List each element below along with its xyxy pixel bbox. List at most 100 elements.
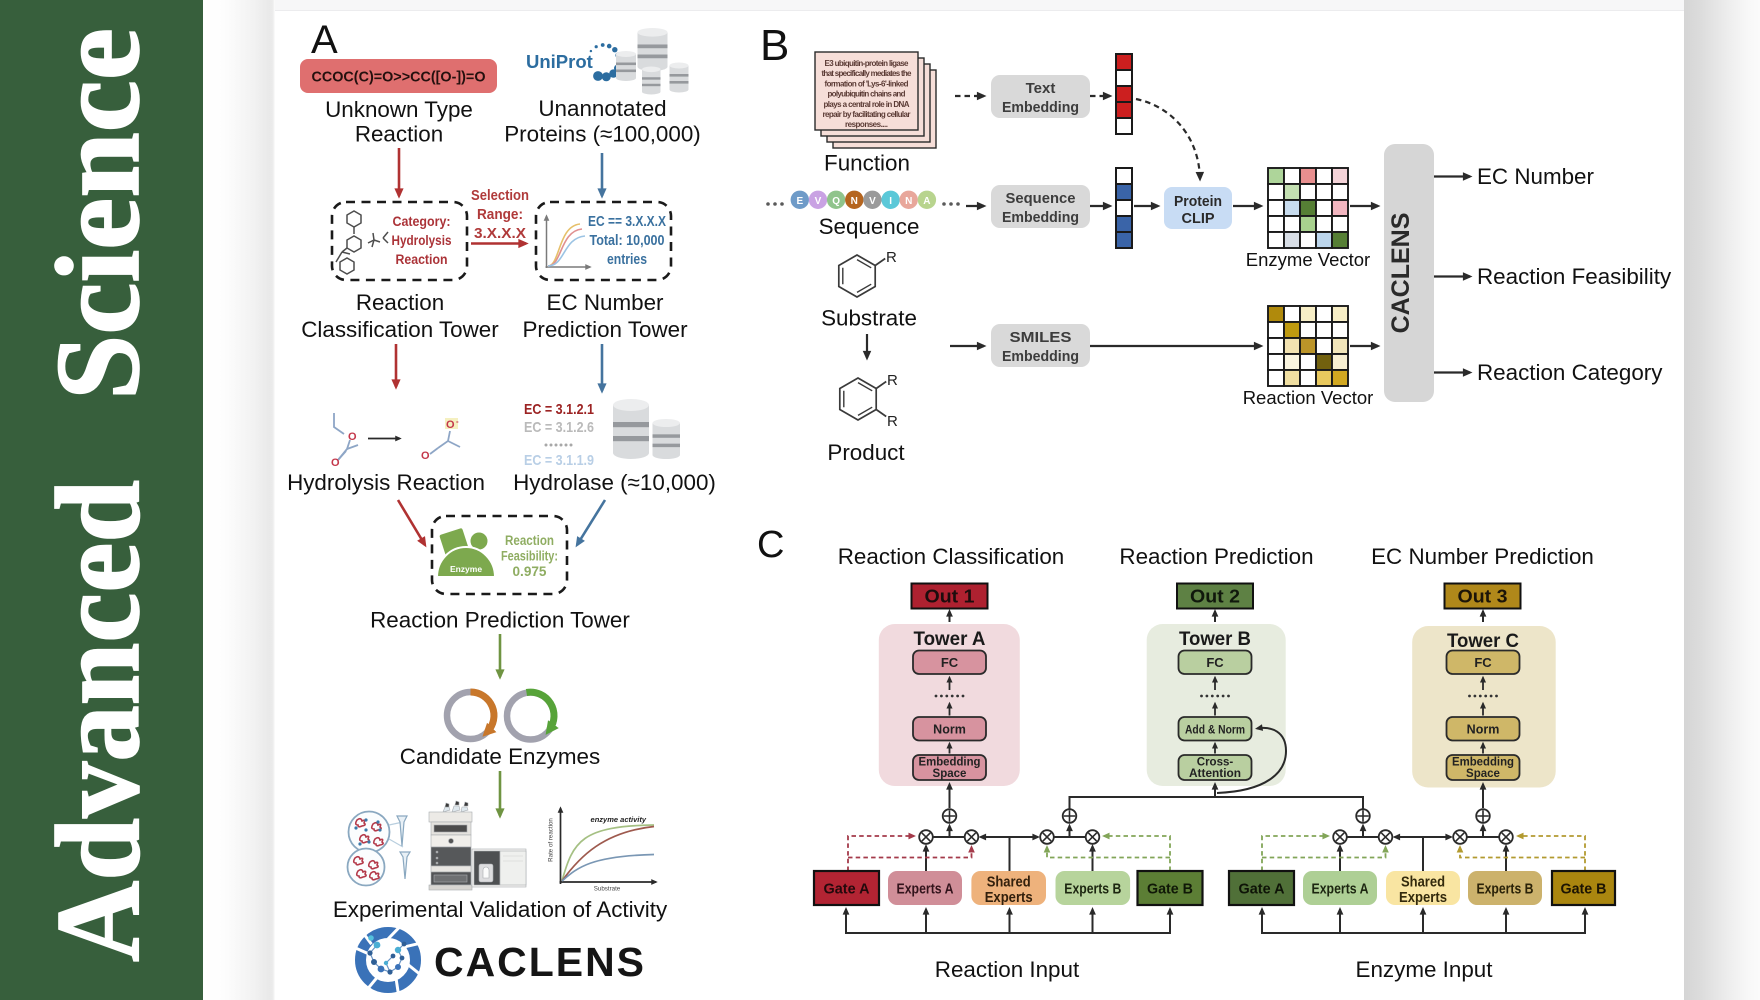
svg-text:Total: 10,000: Total: 10,000 <box>590 233 665 249</box>
svg-text:Feasibility:: Feasibility: <box>501 549 558 564</box>
svg-text:B: B <box>760 21 789 70</box>
svg-text:Hydrolase (≈10,000): Hydrolase (≈10,000) <box>513 470 716 495</box>
svg-text:0.975: 0.975 <box>513 564 547 579</box>
svg-text:Reaction: Reaction <box>505 533 554 548</box>
svg-text:Tower B: Tower B <box>1179 629 1251 650</box>
svg-text:Gate B: Gate B <box>1561 881 1607 898</box>
svg-text:Experts B: Experts B <box>1477 881 1534 898</box>
svg-text:Norm: Norm <box>933 723 966 737</box>
svg-text:CACLENS: CACLENS <box>1387 213 1415 334</box>
svg-text:I: I <box>889 196 892 207</box>
svg-text:O: O <box>421 450 430 462</box>
svg-text:entries: entries <box>607 252 647 268</box>
svg-text:Protein: Protein <box>1174 194 1222 210</box>
svg-text:Reaction: Reaction <box>356 290 444 315</box>
svg-text:Shared: Shared <box>1401 874 1445 891</box>
svg-text:Norm: Norm <box>1467 723 1500 737</box>
svg-text:Tower C: Tower C <box>1447 631 1519 652</box>
svg-text:formation of 'Lys-6'-linked: formation of 'Lys-6'-linked <box>825 79 909 88</box>
svg-text:enzyme activity: enzyme activity <box>591 815 647 824</box>
svg-text:Out 3: Out 3 <box>1458 587 1508 607</box>
svg-text:Gate B: Gate B <box>1147 881 1193 898</box>
svg-text:Embedding: Embedding <box>919 757 981 769</box>
svg-text:Selection: Selection <box>471 187 529 204</box>
svg-text:Attention: Attention <box>1189 768 1241 780</box>
svg-text:Embedding: Embedding <box>1002 209 1079 226</box>
svg-text:Embedding: Embedding <box>1452 757 1514 769</box>
svg-text:N: N <box>905 196 912 207</box>
svg-text:CCOC(C)=O>>CC([O-])=O: CCOC(C)=O>>CC([O-])=O <box>312 69 486 86</box>
svg-text:polyubiquitin chains and: polyubiquitin chains and <box>828 90 906 99</box>
svg-text:EC = 3.1.1.9: EC = 3.1.1.9 <box>524 452 594 469</box>
svg-text:Proteins (≈100,000): Proteins (≈100,000) <box>504 122 701 147</box>
svg-text:CACLENS: CACLENS <box>434 939 646 985</box>
svg-text:Reaction Classification: Reaction Classification <box>838 544 1065 569</box>
svg-text:-: - <box>456 417 459 426</box>
svg-text:responses....: responses.... <box>845 120 888 129</box>
svg-text:repair by facilitating cellula: repair by facilitating cellular <box>823 110 911 119</box>
svg-text:Reaction Prediction Tower: Reaction Prediction Tower <box>370 608 630 633</box>
svg-text:Product: Product <box>827 440 905 465</box>
svg-text:Embedding: Embedding <box>1002 348 1079 365</box>
svg-text:EC = 3.1.2.1: EC = 3.1.2.1 <box>524 401 594 418</box>
svg-text:Rate of reaction: Rate of reaction <box>548 818 555 862</box>
svg-text:Category:: Category: <box>393 214 451 229</box>
svg-text:FC: FC <box>941 655 959 670</box>
svg-text:C: C <box>757 524 784 566</box>
svg-text:that specifically mediates the: that specifically mediates the <box>822 69 913 78</box>
svg-text:EC Number: EC Number <box>1477 164 1595 189</box>
svg-text:Advanced: Advanced <box>31 480 164 962</box>
svg-text:Prediction Tower: Prediction Tower <box>522 317 688 342</box>
svg-text:plays a central role in DNA: plays a central role in DNA <box>824 100 910 109</box>
svg-text:Range:: Range: <box>477 206 523 223</box>
svg-text:SMILES: SMILES <box>1010 329 1072 346</box>
svg-text:3.X.X.X: 3.X.X.X <box>474 225 526 242</box>
svg-text:R: R <box>887 413 898 430</box>
svg-text:Gate A: Gate A <box>824 881 870 898</box>
svg-text:Substrate: Substrate <box>594 886 621 893</box>
svg-text:Enzyme: Enzyme <box>450 564 482 574</box>
svg-text:Reaction Category: Reaction Category <box>1477 360 1663 385</box>
svg-text:FC: FC <box>1206 655 1224 670</box>
svg-text:O: O <box>348 431 357 443</box>
svg-text:Reaction Input: Reaction Input <box>935 957 1080 982</box>
svg-text:A: A <box>923 196 930 207</box>
svg-text:UniProt: UniProt <box>526 51 593 72</box>
svg-text:Classification Tower: Classification Tower <box>301 317 499 342</box>
svg-text:EC Number: EC Number <box>547 290 665 315</box>
svg-text:N: N <box>851 196 858 207</box>
svg-text:Add & Norm: Add & Norm <box>1185 723 1245 737</box>
svg-text:EC Number Prediction: EC Number Prediction <box>1371 544 1594 569</box>
svg-text:Reaction Feasibility: Reaction Feasibility <box>1477 264 1672 289</box>
svg-text:Reaction Vector: Reaction Vector <box>1243 387 1374 408</box>
svg-text:Unannotated: Unannotated <box>538 96 666 121</box>
svg-text:Experts: Experts <box>985 889 1033 906</box>
svg-text:Experts A: Experts A <box>897 881 954 898</box>
svg-text:Enzyme Vector: Enzyme Vector <box>1246 249 1370 270</box>
svg-text:Science: Science <box>31 28 164 400</box>
svg-text:Space: Space <box>933 768 967 780</box>
svg-text:Out 2: Out 2 <box>1190 587 1240 607</box>
svg-text:Cross-: Cross- <box>1197 757 1234 769</box>
svg-text:EC = 3.1.2.6: EC = 3.1.2.6 <box>524 419 594 436</box>
svg-text:FC: FC <box>1474 655 1492 670</box>
svg-text:R: R <box>887 372 898 389</box>
svg-text:Shared: Shared <box>987 874 1031 891</box>
svg-text:E: E <box>796 196 803 207</box>
svg-text:Gate A: Gate A <box>1239 881 1285 898</box>
svg-text:R: R <box>886 249 897 266</box>
svg-text:Function: Function <box>824 151 910 176</box>
svg-text:Substrate: Substrate <box>821 306 917 331</box>
svg-text:EC == 3.X.X.X: EC == 3.X.X.X <box>588 214 666 230</box>
svg-text:V: V <box>869 196 876 207</box>
svg-text:O: O <box>331 457 340 469</box>
svg-text:Reaction Prediction: Reaction Prediction <box>1119 544 1313 569</box>
svg-text:Text: Text <box>1026 80 1056 97</box>
svg-text:Experts A: Experts A <box>1312 881 1369 898</box>
svg-text:Unknown Type: Unknown Type <box>325 97 473 122</box>
svg-text:Reaction: Reaction <box>355 122 443 147</box>
svg-text:V: V <box>815 196 822 207</box>
svg-text:Reaction: Reaction <box>396 252 448 267</box>
svg-text:Enzyme Input: Enzyme Input <box>1356 957 1494 982</box>
svg-text:Space: Space <box>1466 768 1500 780</box>
